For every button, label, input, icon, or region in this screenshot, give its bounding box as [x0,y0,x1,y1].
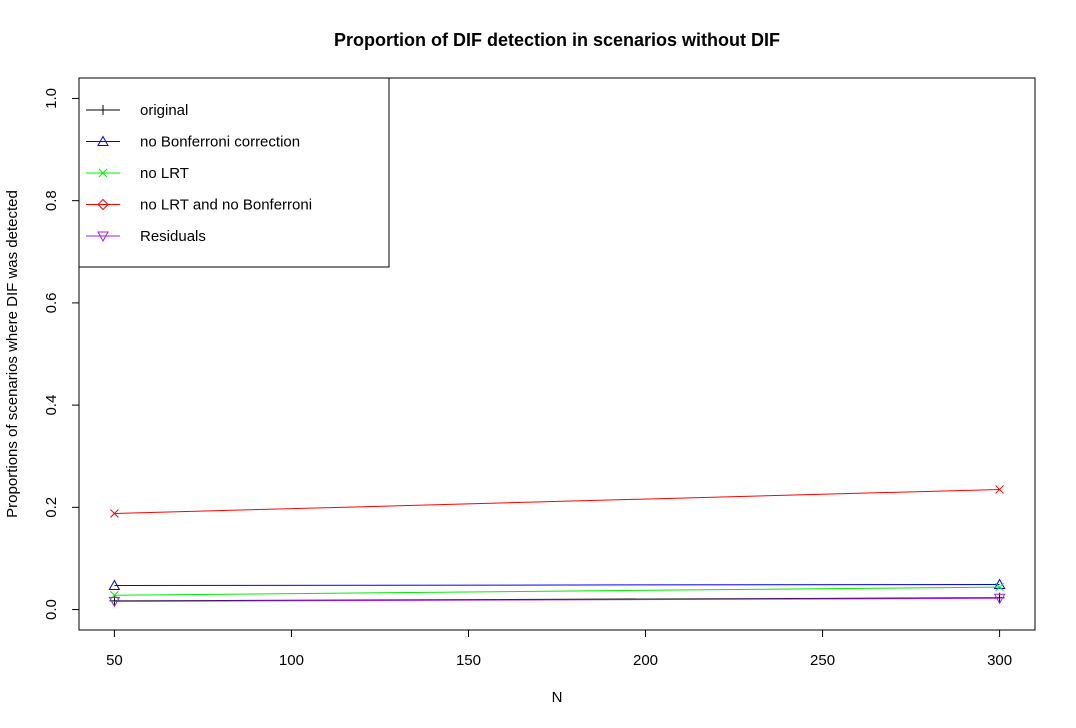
x-tick-label: 300 [987,652,1012,669]
y-tick-label: 0.8 [43,190,60,211]
data-point [108,596,121,608]
y-tick-label: 0.0 [43,599,60,620]
series-line [114,488,1000,514]
data-point [995,582,1004,592]
x-axis: 50 100 150 200 250 300 [106,629,1012,669]
legend-label: original [140,102,188,119]
legend-item: no LRT and no Bonferroni [86,197,312,214]
legend-marker [97,231,109,243]
data-point [110,590,119,600]
legend-marker [97,135,109,146]
series-line [114,584,1000,587]
legend-item: no LRT [86,165,189,182]
x-tick-label: 50 [106,652,123,669]
legend-item: Residuals [86,228,206,245]
legend: original no Bonferroni correction no LRT no… [78,77,390,268]
y-tick-label: 0.6 [43,292,60,313]
y-axis-label: Proportions of scenarios where DIF was d… [4,190,21,518]
y-tick-label: 1.0 [43,88,60,109]
legend-marker [98,105,108,115]
series-line [114,597,1000,602]
legend-label: no LRT and no Bonferroni [140,197,312,214]
y-axis: 0.0 0.2 0.4 0.6 0.8 1.0 [43,88,80,620]
x-tick-label: 150 [456,652,481,669]
series-4 [108,593,1006,608]
legend-label: no LRT [140,165,189,182]
legend-label: Residuals [140,228,206,245]
data-point [108,579,121,591]
data-point [993,593,1006,605]
series-2 [110,582,1004,600]
x-tick-label: 250 [810,652,835,669]
series-3 [110,485,1004,518]
legend-marker [98,168,108,178]
data-point [995,485,1004,494]
series-line [114,586,1000,596]
x-tick-label: 200 [633,652,658,669]
x-tick-label: 100 [279,652,304,669]
legend-label: no Bonferroni correction [140,134,300,151]
x-axis-label: N [552,689,563,706]
series-0 [109,592,1005,606]
data-point [110,509,119,518]
y-tick-label: 0.2 [43,497,60,518]
y-tick-label: 0.4 [43,395,60,416]
legend-item: no Bonferroni correction [86,134,300,151]
series-line [114,597,1000,602]
series-layer [108,485,1006,608]
legend-item: original [86,102,188,119]
chart-title: Proportion of DIF detection in scenarios… [334,30,780,50]
legend-marker [97,198,109,211]
legend-box [78,77,390,268]
